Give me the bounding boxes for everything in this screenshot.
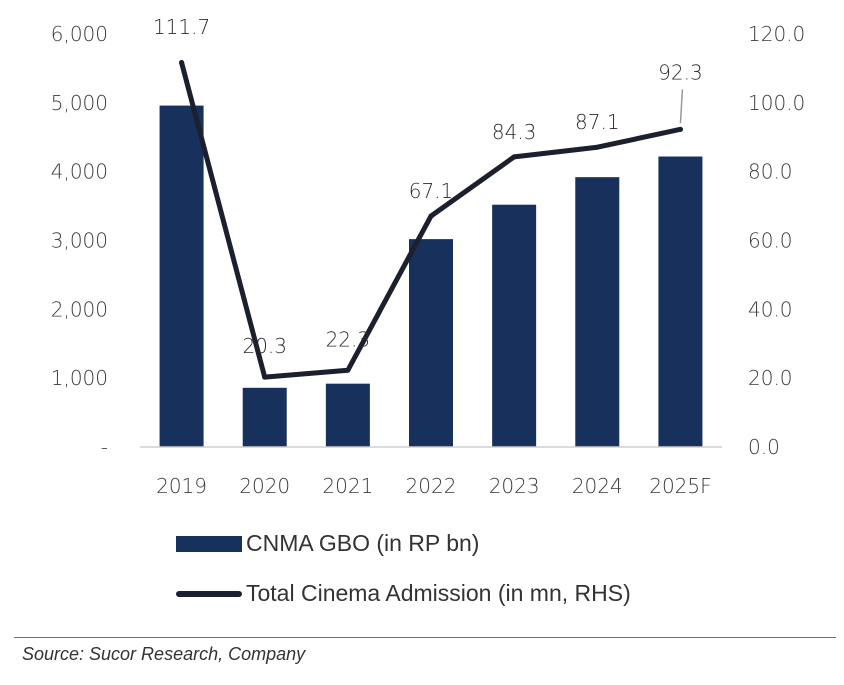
legend-line-label: Total Cinema Admission (in mn, RHS): [246, 580, 631, 606]
data-label-2020: 20.3: [242, 334, 287, 358]
combo-chart: - 1,000 2,000 3,000 4,000 5,000 6,000 0.0 20.0 4…: [51, 15, 806, 498]
right-tick-label: 40.0: [748, 297, 793, 321]
right-tick-label: 60.0: [748, 229, 793, 253]
left-tick-label: 6,000: [51, 22, 108, 46]
line-point-2025F: [677, 126, 683, 132]
x-tick-label: 2020: [239, 474, 290, 498]
divider: [14, 637, 836, 638]
line-point-2022: [428, 213, 434, 219]
right-tick-label: 120.0: [748, 22, 805, 46]
bar-2019: [159, 105, 204, 447]
left-tick-label: 3,000: [51, 229, 108, 253]
right-tick-label: 80.0: [748, 160, 793, 184]
bar-2025F: [658, 156, 703, 448]
x-tick-label: 2019: [156, 474, 207, 498]
x-tick-label: 2024: [572, 474, 623, 498]
line-point-2019: [179, 60, 185, 66]
legend-line-swatch: [176, 590, 242, 597]
left-tick-label: 2,000: [51, 297, 108, 321]
data-labels: 111.7 20.3 22.3 67.1 84.3 87.1 92.3: [153, 15, 703, 358]
line-point-2021: [345, 367, 351, 373]
bar-2020: [242, 387, 287, 447]
label-leader-line: [679, 89, 684, 124]
bar-2024: [575, 177, 620, 447]
x-tick-label: 2023: [489, 474, 540, 498]
data-label-2025F: 92.3: [658, 60, 703, 84]
left-tick-label: 5,000: [51, 91, 108, 115]
bar-2023: [492, 204, 537, 447]
right-axis: 0.0 20.0 40.0 60.0 80.0 100.0 120.0: [748, 22, 805, 459]
legend-bar-swatch: [176, 535, 242, 552]
x-tick-label: 2022: [406, 474, 457, 498]
left-tick-label: 1,000: [51, 366, 108, 390]
left-tick-label: -: [101, 435, 108, 459]
x-tick-label: 2021: [322, 474, 373, 498]
bar-2022: [409, 239, 453, 447]
left-tick-label: 4,000: [51, 160, 108, 184]
data-label-2021: 22.3: [326, 327, 371, 351]
data-label-2019: 111.7: [153, 15, 210, 39]
right-tick-label: 20.0: [748, 366, 793, 390]
legend-item-bar: CNMA GBO (in RP bn): [176, 530, 479, 557]
data-label-2023: 84.3: [492, 120, 537, 144]
bar-2021: [325, 383, 370, 447]
data-label-2022: 67.1: [409, 179, 454, 203]
line-series: [179, 60, 683, 380]
legend-item-line: Total Cinema Admission (in mn, RHS): [176, 580, 631, 607]
bar-series: [159, 105, 703, 448]
x-tick-label: 2025F: [649, 474, 711, 498]
right-tick-label: 0.0: [748, 435, 780, 459]
source-note: Source: Sucor Research, Company: [22, 644, 306, 664]
x-axis: 2019 2020 2021 2022 2023 2024 2025F: [156, 474, 712, 498]
line-point-2023: [511, 154, 517, 160]
line-point-2024: [594, 144, 600, 150]
legend-bar-label: CNMA GBO (in RP bn): [246, 530, 480, 556]
right-tick-label: 100.0: [748, 91, 805, 115]
line-point-2020: [262, 374, 268, 380]
data-label-2024: 87.1: [575, 110, 620, 134]
left-axis: - 1,000 2,000 3,000 4,000 5,000 6,000: [51, 22, 108, 459]
